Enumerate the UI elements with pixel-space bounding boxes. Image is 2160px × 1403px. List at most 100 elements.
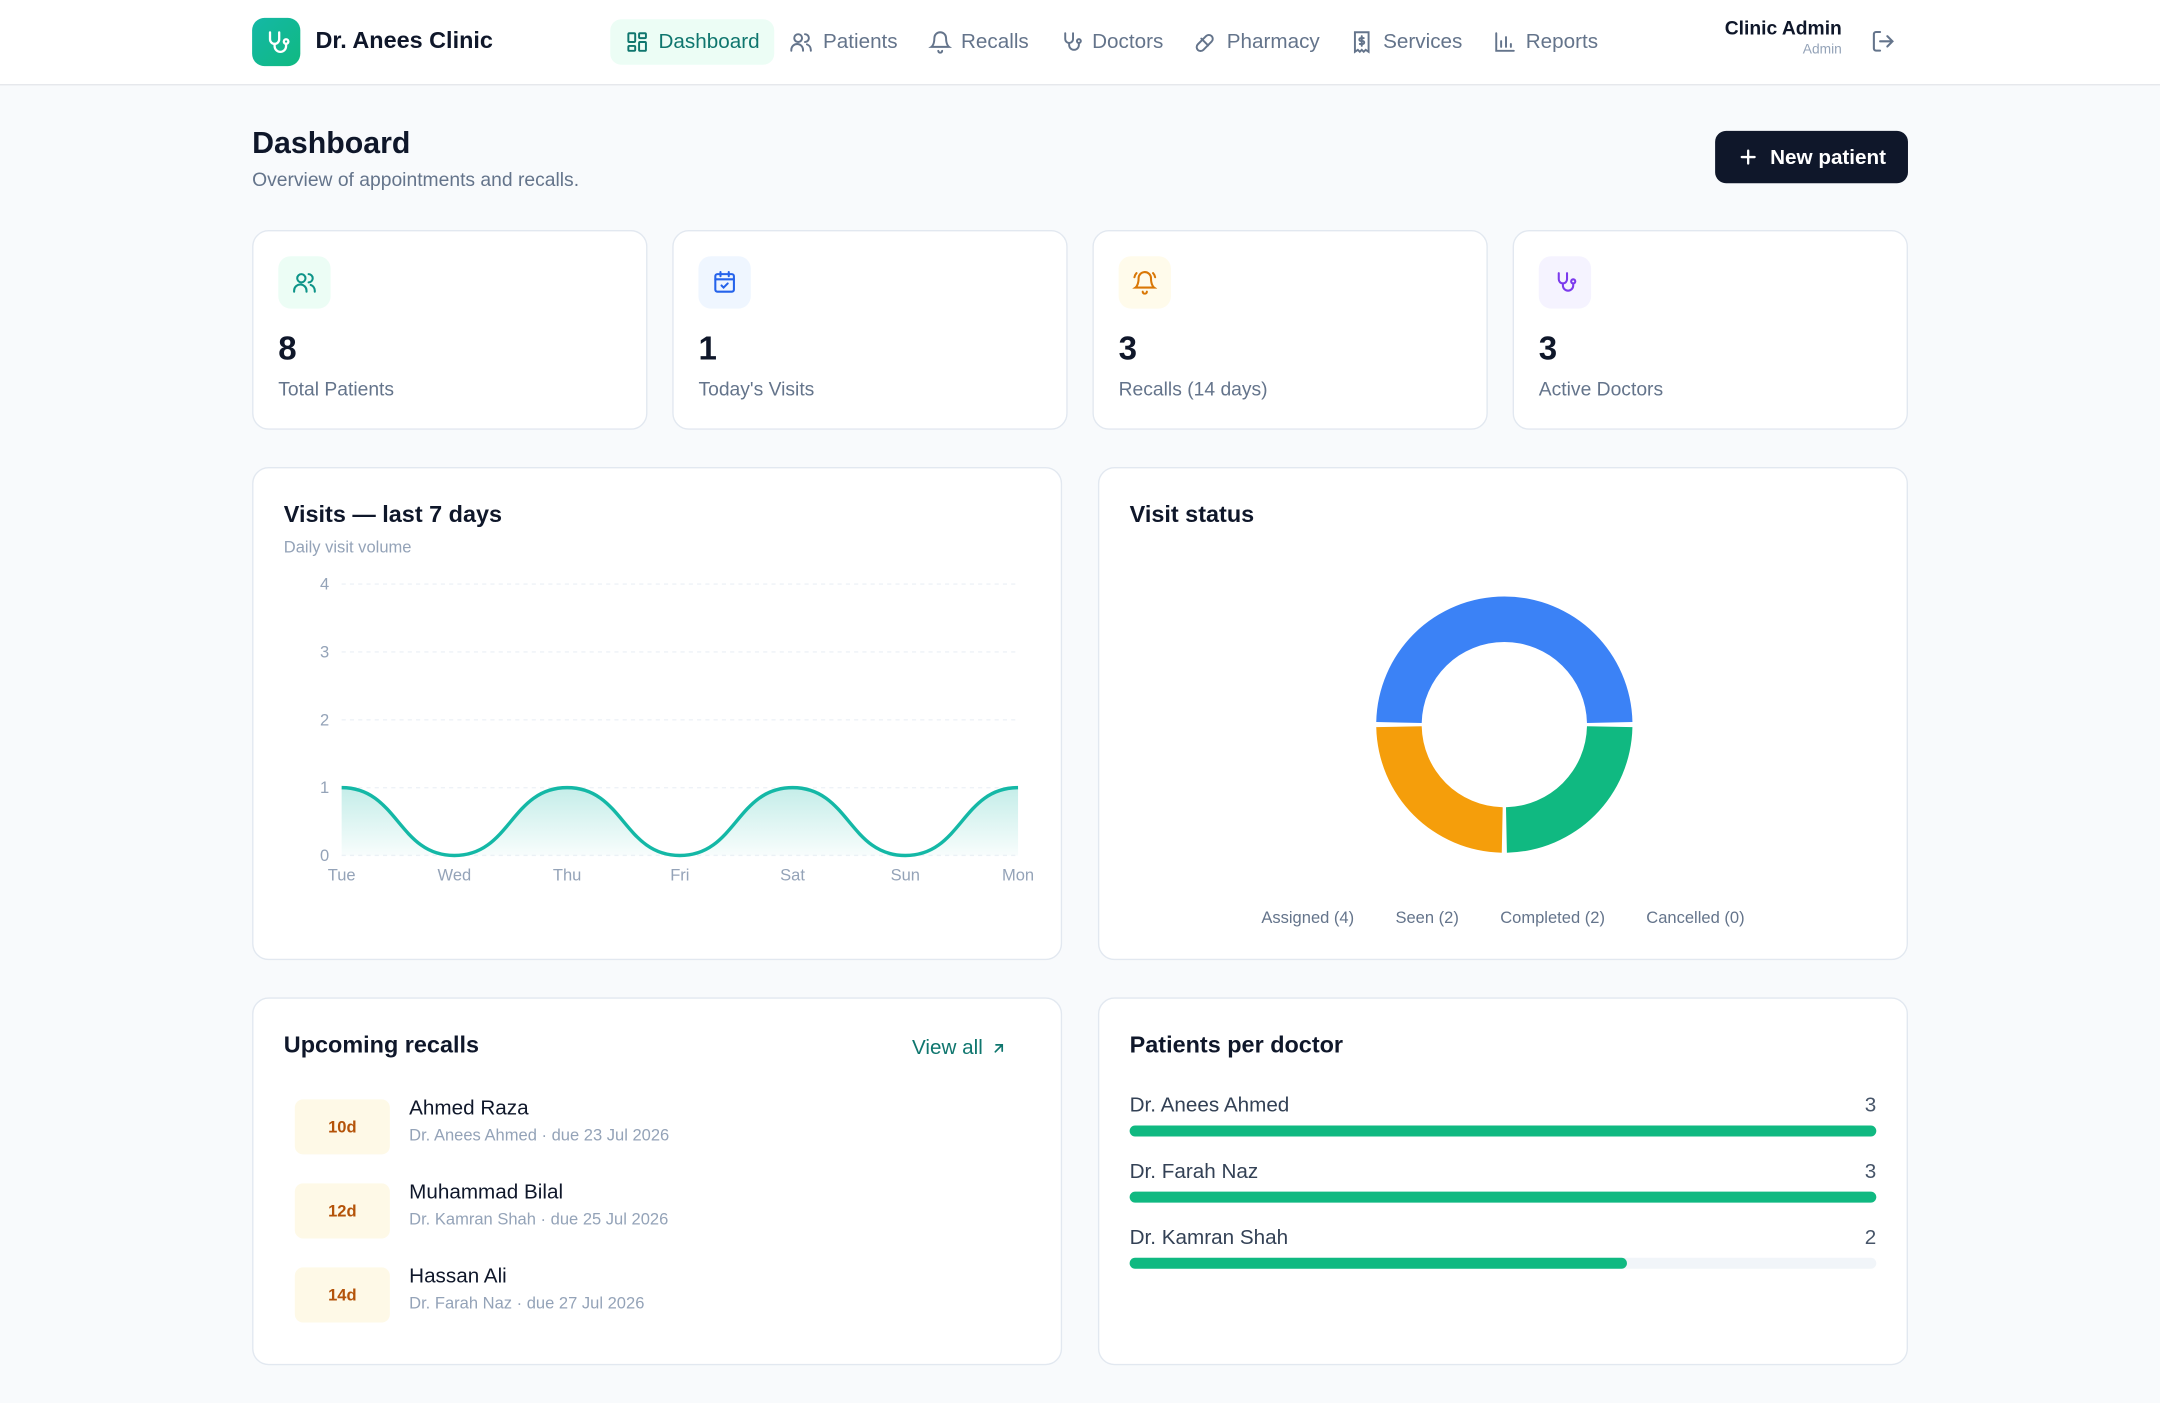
doctor-count: 3 xyxy=(1864,1159,1877,1184)
bar-chart-icon xyxy=(1494,32,1515,52)
doctor-row: Dr. Kamran Shah 2 xyxy=(1129,1226,1877,1269)
bell-icon xyxy=(1118,256,1171,309)
stat-card-active-doctors: 3 Active Doctors xyxy=(1512,230,1908,430)
donut-legend: Assigned (4) Seen (2) Completed (2) Canc… xyxy=(1099,908,1906,927)
logout-icon[interactable] xyxy=(1871,29,1896,54)
x-tick-label: Wed xyxy=(438,865,472,884)
x-tick-label: Sat xyxy=(780,865,805,884)
legend-item: Seen (2) xyxy=(1395,907,1459,928)
nav-item-reports[interactable]: Reports xyxy=(1478,19,1614,64)
donut-slice-completed xyxy=(1376,726,1503,853)
stethoscope-icon[interactable] xyxy=(252,17,301,67)
nav-item-pharmacy[interactable]: Pharmacy xyxy=(1178,19,1334,64)
visits-area xyxy=(341,787,1019,856)
legend-item: Completed (2) xyxy=(1500,907,1605,928)
doctor-count: 3 xyxy=(1864,1093,1877,1118)
doctor-bar-track xyxy=(1129,1191,1877,1203)
recall-meta: Dr. Anees Ahmed · due 23 Jul 2026 xyxy=(409,1125,670,1145)
y-tick-label: 2 xyxy=(320,710,329,729)
stat-value: 8 xyxy=(278,330,297,368)
stat-value: 3 xyxy=(1538,330,1558,368)
page-subtitle: Overview of appointments and recalls. xyxy=(252,168,580,191)
recall-meta: Dr. Farah Naz · due 27 Jul 2026 xyxy=(409,1293,645,1313)
doctor-row: Dr. Anees Ahmed 3 xyxy=(1129,1093,1877,1137)
doctors-title: Patients per doctor xyxy=(1129,1031,1344,1058)
doctor-row: Dr. Farah Naz 3 xyxy=(1129,1159,1877,1203)
visits-chart-card: Visits — last 7 days Daily visit volume … xyxy=(252,467,1063,961)
nav-label-doctors: Doctors xyxy=(1092,30,1164,54)
stat-label: Total Patients xyxy=(278,377,395,400)
nav-item-patients[interactable]: Patients xyxy=(775,19,913,64)
donut-slice-seen xyxy=(1505,726,1633,853)
users-icon xyxy=(790,33,813,52)
arrow-up-right-icon xyxy=(995,1043,1004,1052)
new-patient-button[interactable]: New patient xyxy=(1715,130,1908,184)
calendar-check-icon xyxy=(698,256,751,309)
upcoming-recalls-card: Upcoming recalls View all 10d Ahmed Raza… xyxy=(252,997,1063,1366)
user-menu[interactable]: Clinic Admin Admin xyxy=(1725,17,1842,58)
recall-patient-name: Hassan Ali xyxy=(409,1264,507,1289)
donut-slice-assigned xyxy=(1376,596,1633,723)
x-tick-label: Thu xyxy=(553,865,581,884)
stat-label: Active Doctors xyxy=(1538,377,1664,400)
x-tick-label: Sun xyxy=(891,865,920,884)
x-tick-label: Tue xyxy=(328,865,356,884)
nav-label-services: Services xyxy=(1383,30,1463,54)
user-role: Admin xyxy=(1802,42,1842,58)
plus-icon xyxy=(1740,149,1756,165)
legend-item: Cancelled (0) xyxy=(1646,907,1745,928)
doctor-name: Dr. Farah Naz xyxy=(1129,1159,1259,1184)
doctor-bar-track xyxy=(1129,1125,1877,1137)
recall-days-badge: 10d xyxy=(294,1099,390,1155)
nav-label-reports: Reports xyxy=(1525,30,1599,54)
recall-days-badge: 14d xyxy=(294,1267,390,1323)
nav-label-recalls: Recalls xyxy=(961,30,1029,54)
visit-status-donut-chart xyxy=(1376,596,1633,853)
stat-card-recalls: 3 Recalls (14 days) xyxy=(1092,230,1488,430)
dashboard-icon xyxy=(627,32,647,52)
nav-item-dashboard[interactable]: Dashboard xyxy=(610,19,775,65)
view-all-link[interactable]: View all xyxy=(912,1036,1008,1059)
main-nav: Dashboard Patients Recalls Doctors Pharm… xyxy=(610,19,1614,65)
x-tick-label: Fri xyxy=(670,865,689,884)
recall-patient-name: Ahmed Raza xyxy=(409,1096,529,1120)
visit-status-title: Visit status xyxy=(1129,501,1255,528)
doctor-bar xyxy=(1129,1257,1628,1269)
doctor-name: Dr. Anees Ahmed xyxy=(1129,1093,1290,1118)
visit-status-card: Visit status Assigned (4) Seen (2) Compl… xyxy=(1097,467,1908,961)
nav-label-patients: Patients xyxy=(822,30,898,54)
x-tick-label: Mon xyxy=(1002,865,1034,884)
new-patient-label: New patient xyxy=(1770,145,1887,169)
stat-label: Today's Visits xyxy=(698,377,815,400)
stat-card-total-patients: 8 Total Patients xyxy=(252,230,648,430)
legend-item: Assigned (4) xyxy=(1261,907,1355,928)
nav-item-recalls[interactable]: Recalls xyxy=(913,19,1044,64)
nav-item-doctors[interactable]: Doctors xyxy=(1044,19,1179,64)
pill-icon xyxy=(1196,33,1215,53)
bell-icon xyxy=(927,31,952,54)
top-bar: Dr. Anees Clinic Dashboard Patients Reca… xyxy=(0,0,2160,86)
y-tick-label: 0 xyxy=(320,846,329,865)
visits-line-chart: 0 1 2 3 4 Tue Wed Thu Fri Sat Sun Mon xyxy=(320,575,1034,885)
page-title: Dashboard xyxy=(252,125,411,160)
users-icon xyxy=(278,256,331,309)
stat-value: 3 xyxy=(1118,330,1138,368)
visits-chart-subtitle: Daily visit volume xyxy=(283,537,412,557)
recall-days-badge: 12d xyxy=(294,1183,390,1239)
view-all-label: View all xyxy=(911,1035,983,1060)
doctor-bar-track xyxy=(1129,1257,1877,1269)
y-tick-label: 3 xyxy=(320,642,329,661)
doctor-bar xyxy=(1129,1125,1877,1137)
stat-label: Recalls (14 days) xyxy=(1118,377,1268,400)
stethoscope-icon xyxy=(1538,256,1592,309)
nav-label-dashboard: Dashboard xyxy=(658,30,760,54)
doctor-bar xyxy=(1129,1191,1877,1203)
visits-chart-title: Visits — last 7 days xyxy=(283,501,503,528)
recall-meta: Dr. Kamran Shah · due 25 Jul 2026 xyxy=(409,1209,669,1229)
y-tick-label: 4 xyxy=(320,575,329,594)
brand-name[interactable]: Dr. Anees Clinic xyxy=(315,27,493,54)
visits-line xyxy=(341,785,1019,858)
y-tick-label: 1 xyxy=(320,778,329,797)
doctor-name: Dr. Kamran Shah xyxy=(1129,1226,1289,1250)
nav-item-services[interactable]: Services xyxy=(1335,19,1478,64)
